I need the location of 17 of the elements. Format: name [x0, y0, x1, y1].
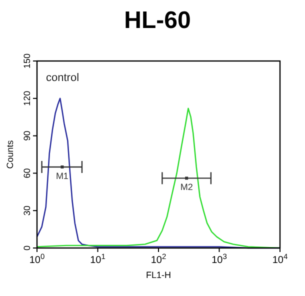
series-label: M1 [56, 170, 68, 181]
x-axis-title: FL1-H [146, 270, 172, 280]
x-tick-label: 10$^{4}$ [272, 252, 288, 266]
chart-title: HL-60 [124, 7, 191, 34]
x-tick-label: 10$^{0}$ [29, 252, 45, 266]
x-tick-label: 10$^{3}$ [212, 252, 227, 266]
y-axis-title: Counts [5, 140, 15, 169]
y-tick-label: 90 [22, 130, 32, 141]
x-tick-label: 10$^{1}$ [90, 252, 106, 266]
y-tick-label: 120 [22, 90, 32, 106]
x-tick-label: 10$^{2}$ [150, 252, 166, 266]
y-tick-label: 150 [22, 53, 32, 69]
y-tick-label: 30 [22, 206, 32, 216]
annotation: control [46, 72, 80, 84]
series-label: M2 [180, 182, 193, 192]
y-tick-label: 60 [22, 168, 32, 178]
y-tick-label: 0 [22, 245, 32, 251]
